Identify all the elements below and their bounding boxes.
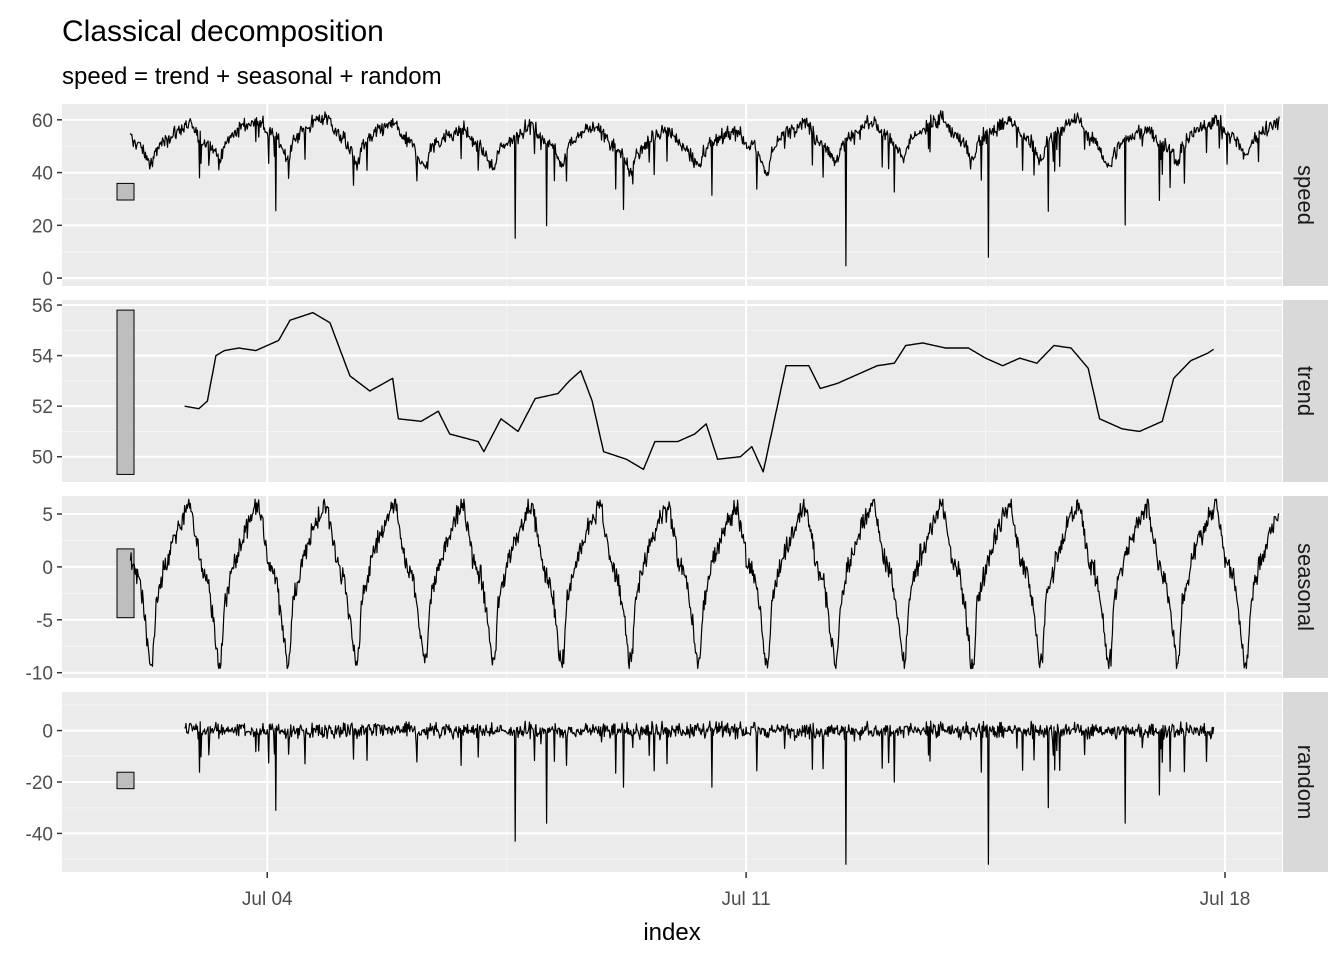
panel-background	[62, 300, 1282, 482]
series-line-trend	[184, 311, 1215, 473]
facet-strip-label: seasonal	[1293, 543, 1318, 631]
x-tick-label: Jul 04	[242, 889, 293, 910]
panel-random: -40 -20 0 random	[26, 692, 1328, 872]
y-tick-label: 56	[32, 296, 53, 317]
x-tick-label: Jul 18	[1200, 889, 1251, 910]
facet-strip	[1283, 496, 1328, 678]
y-tick-label: -20	[26, 773, 53, 794]
series-line-seasonal	[129, 498, 1280, 670]
y-tick-label: -5	[36, 611, 53, 632]
scale-bar	[116, 182, 135, 201]
y-tick-label: -10	[26, 664, 53, 685]
y-tick-label: 50	[32, 448, 53, 469]
panel-trend: 50 52 54 56 trend	[32, 296, 1328, 482]
panel-speed: 0 20 40 60 speed	[32, 104, 1328, 290]
y-tick-label: 60	[32, 111, 53, 132]
x-tick-label: Jul 11	[721, 889, 770, 910]
scale-bar	[116, 548, 135, 619]
y-tick-label: 5	[42, 505, 53, 526]
y-tick-label: 40	[32, 164, 53, 185]
y-tick-label: 0	[42, 269, 53, 290]
scale-bar	[116, 309, 135, 475]
y-tick-label: 0	[42, 558, 53, 579]
facet-strip	[1283, 300, 1328, 482]
series-line-speed	[129, 110, 1280, 267]
x-axis: Jul 04 Jul 11 Jul 18	[242, 872, 1250, 910]
scale-bar	[116, 771, 135, 790]
facet-panels: 0 20 40 60 speed 50 52 54 56 trend -10 -5 0 5 seasonal…	[26, 104, 1328, 872]
y-tick-label: 52	[32, 397, 53, 418]
y-tick-label: 0	[42, 722, 53, 743]
y-tick-label: -40	[26, 824, 53, 845]
facet-strip	[1283, 104, 1328, 286]
facet-strip-label: trend	[1293, 366, 1318, 416]
y-tick-label: 54	[32, 347, 54, 368]
chart-title: Classical decomposition	[62, 15, 384, 48]
facet-strip	[1283, 692, 1328, 872]
chart-subtitle: speed = trend + seasonal + random	[62, 63, 442, 90]
facet-strip-label: random	[1293, 745, 1318, 820]
series-line-random	[184, 720, 1215, 865]
facet-strip-label: speed	[1293, 165, 1318, 225]
y-tick-label: 20	[32, 216, 53, 237]
panel-seasonal: -10 -5 0 5 seasonal	[26, 496, 1328, 685]
x-axis-title: index	[643, 919, 700, 946]
